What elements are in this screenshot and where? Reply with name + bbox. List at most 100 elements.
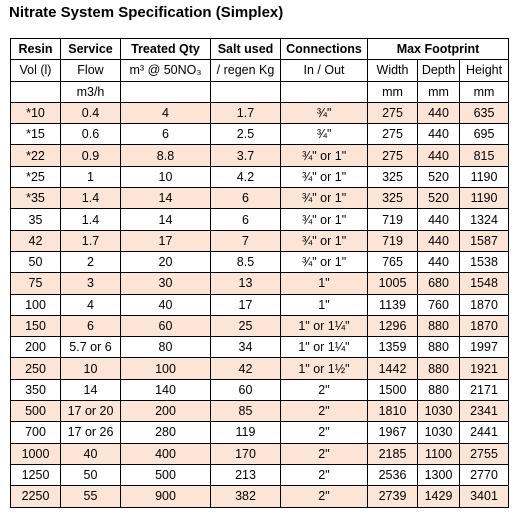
data-cell: 14 — [120, 187, 211, 210]
header-cell: mm — [458, 80, 510, 103]
data-cell: 1870 — [458, 314, 510, 338]
data-cell: 1548 — [458, 272, 510, 295]
table-row: 1250 50 500 213 2" 2536 1300 2770 — [10, 463, 510, 487]
data-cell: 6 — [60, 314, 121, 338]
header-cell: Salt used — [210, 37, 281, 61]
data-cell: 1587 — [458, 229, 510, 252]
data-cell: 880 — [417, 357, 460, 380]
data-cell: 42 — [210, 357, 281, 380]
data-cell: ¾" or 1" — [280, 165, 368, 189]
table-row: 50 2 20 8.5 ¾" or 1" 765 440 1538 — [10, 250, 510, 274]
data-cell: 400 — [120, 442, 211, 465]
data-cell: 1870 — [458, 293, 510, 316]
data-cell: 440 — [417, 208, 460, 231]
data-cell: 14 — [60, 378, 121, 402]
data-cell: 50 — [10, 250, 61, 274]
data-cell: 520 — [417, 165, 460, 189]
data-cell: 1500 — [367, 378, 418, 402]
data-cell: 1190 — [458, 187, 510, 210]
header-cell: Treated Qty — [120, 37, 211, 61]
data-cell: 1005 — [367, 272, 418, 295]
data-cell: 4 — [120, 101, 211, 125]
table-row: 2250 55 900 382 2" 2739 1429 3401 — [10, 485, 510, 508]
data-cell: 2" — [280, 421, 368, 444]
data-cell: 2" — [280, 463, 368, 487]
data-cell: 17 — [210, 293, 281, 316]
header-cell: mm — [367, 80, 418, 103]
data-cell: 2341 — [458, 400, 510, 423]
data-cell: *22 — [10, 144, 61, 167]
data-cell: 2" — [280, 442, 368, 465]
data-cell: 1.4 — [60, 208, 121, 231]
data-cell: 17 or 20 — [60, 400, 121, 423]
data-cell: *35 — [10, 187, 61, 210]
table-row: 350 14 140 60 2" 1500 880 2171 — [10, 378, 510, 402]
data-cell: 1296 — [367, 314, 418, 338]
data-cell: 680 — [417, 272, 460, 295]
header-cell — [210, 80, 281, 103]
data-cell: 2.5 — [210, 123, 281, 146]
data-cell: 2171 — [458, 378, 510, 402]
data-cell: 440 — [417, 144, 460, 167]
data-cell: 2755 — [458, 442, 510, 465]
data-cell: 1967 — [367, 421, 418, 444]
data-cell: 3.7 — [210, 144, 281, 167]
data-cell: 60 — [120, 314, 211, 338]
data-cell: ¾" or 1" — [280, 229, 368, 252]
data-cell: 325 — [367, 187, 418, 210]
spec-table: Resin Service Treated Qty Salt used Connecti… — [10, 37, 510, 508]
table-row: m3/h mm mm mm — [10, 80, 510, 103]
table-row: *22 0.9 8.8 3.7 ¾" or 1" 275 440 815 — [10, 144, 510, 167]
data-cell: 3401 — [458, 485, 510, 508]
data-cell: 2 — [60, 250, 121, 274]
data-cell: 25 — [210, 314, 281, 338]
data-cell: 17 — [120, 229, 211, 252]
data-cell: 4 — [60, 293, 121, 316]
header-cell — [120, 80, 211, 103]
data-cell: 440 — [417, 250, 460, 274]
data-cell: 170 — [210, 442, 281, 465]
data-cell: 2" — [280, 485, 368, 508]
data-cell: 5.7 or 6 — [60, 336, 121, 359]
data-cell: 350 — [10, 378, 61, 402]
data-cell: 900 — [120, 485, 211, 508]
data-cell: 382 — [210, 485, 281, 508]
data-cell: 2250 — [10, 485, 61, 508]
data-cell: 42 — [10, 229, 61, 252]
data-cell: 14 — [120, 208, 211, 231]
data-cell: 250 — [10, 357, 61, 380]
data-cell: 280 — [120, 421, 211, 444]
data-cell: 1324 — [458, 208, 510, 231]
data-cell: 150 — [10, 314, 61, 338]
data-cell: 40 — [120, 293, 211, 316]
data-cell: 1030 — [417, 421, 460, 444]
data-cell: 440 — [417, 229, 460, 252]
data-cell: 40 — [60, 442, 121, 465]
data-cell: 1429 — [417, 485, 460, 508]
data-cell: 80 — [120, 336, 211, 359]
data-cell: 100 — [120, 357, 211, 380]
data-cell: 700 — [10, 421, 61, 444]
data-cell: 1100 — [417, 442, 460, 465]
header-cell: Service — [60, 37, 121, 61]
data-cell: *10 — [10, 101, 61, 125]
data-cell: 2" — [280, 378, 368, 402]
table-row: 250 10 100 42 1" or 1½" 1442 880 1921 — [10, 357, 510, 380]
header-cell: Max Footprint — [366, 37, 510, 61]
data-cell: 880 — [417, 314, 460, 338]
table-row: *15 0.6 6 2.5 ¾" 275 440 695 — [10, 123, 510, 146]
data-cell: 0.6 — [60, 123, 121, 146]
table-row: 700 17 or 26 280 119 2" 1967 1030 2441 — [10, 421, 510, 444]
data-cell: 1810 — [367, 400, 418, 423]
table-row: Vol (l) Flow m³ @ 50NO₃ / regen Kg In / Out W… — [10, 59, 510, 82]
table-row: 35 1.4 14 6 ¾" or 1" 719 440 1324 — [10, 208, 510, 231]
data-cell: 13 — [210, 272, 281, 295]
data-cell: 440 — [417, 101, 460, 125]
data-cell: ¾" — [280, 101, 368, 125]
header-cell: Width — [367, 59, 418, 82]
data-cell: 17 or 26 — [60, 421, 121, 444]
data-cell: 1250 — [10, 463, 61, 487]
data-cell: 10 — [60, 357, 121, 380]
data-cell: 275 — [367, 101, 418, 125]
data-cell: 2" — [280, 400, 368, 423]
